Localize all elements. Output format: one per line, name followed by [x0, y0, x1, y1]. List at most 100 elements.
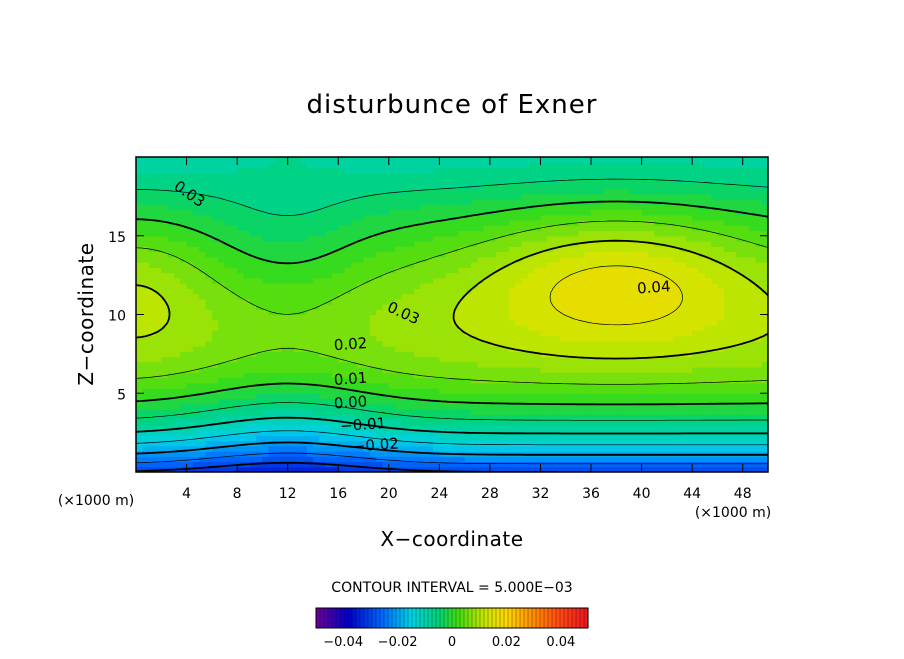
field-cell: [635, 403, 643, 410]
field-cell: [616, 440, 624, 447]
field-cell: [496, 235, 504, 242]
field-cell: [167, 382, 175, 389]
field-cell: [363, 188, 371, 195]
field-cell: [641, 188, 649, 195]
field-cell: [319, 220, 327, 226]
field-cell: [167, 277, 175, 284]
field-cell: [154, 199, 162, 205]
field-cell: [540, 235, 548, 242]
field-cell: [243, 304, 251, 310]
field-cell: [369, 340, 377, 347]
field-cell: [376, 241, 384, 247]
field-cell: [369, 256, 377, 263]
field-cell: [521, 419, 529, 426]
field-cell: [572, 330, 579, 337]
field-cell: [218, 204, 226, 211]
field-cell: [281, 351, 289, 358]
field-cell: [136, 162, 143, 169]
field-cell: [148, 424, 156, 431]
field-cell: [275, 382, 282, 389]
field-cell: [647, 172, 655, 179]
field-cell: [268, 167, 276, 174]
field-cell: [262, 346, 270, 352]
field-cell: [262, 157, 270, 163]
field-cell: [578, 188, 586, 195]
field-cell: [401, 288, 409, 295]
field-cell: [249, 424, 257, 431]
field-cell: [559, 335, 567, 342]
field-cell: [300, 204, 308, 211]
field-cell: [275, 367, 282, 373]
field-cell: [224, 183, 232, 190]
field-cell: [388, 204, 396, 211]
field-cell: [142, 193, 150, 200]
field-cell: [445, 367, 453, 373]
field-cell: [565, 356, 573, 363]
field-cell: [477, 288, 485, 295]
field-cell: [414, 325, 421, 331]
field-cell: [521, 251, 529, 258]
field-cell: [565, 346, 573, 352]
field-cell: [445, 361, 453, 368]
field-cell: [136, 445, 143, 452]
field-cell: [350, 382, 358, 389]
field-cell: [199, 319, 207, 326]
field-cell: [464, 304, 472, 310]
field-cell: [281, 199, 289, 205]
field-cell: [306, 293, 314, 300]
field-cell: [249, 272, 257, 279]
field-cell: [414, 293, 421, 300]
field-cell: [534, 319, 542, 326]
field-cell: [477, 330, 485, 337]
field-cell: [211, 403, 219, 410]
field-cell: [420, 288, 428, 295]
field-cell: [508, 309, 516, 316]
field-cell: [192, 304, 200, 310]
field-cell: [262, 330, 270, 337]
field-cell: [515, 367, 523, 373]
field-cell: [540, 241, 548, 247]
field-cell: [433, 461, 440, 468]
field-cell: [249, 325, 257, 331]
field-cell: [452, 167, 459, 174]
field-cell: [142, 262, 150, 268]
field-cell: [553, 388, 561, 394]
field-cell: [508, 351, 516, 358]
field-cell: [508, 367, 516, 373]
field-cell: [306, 277, 314, 284]
field-cell: [445, 319, 453, 326]
field-cell: [553, 256, 561, 263]
field-cell: [559, 283, 567, 289]
field-cell: [622, 456, 630, 463]
field-cell: [161, 319, 169, 326]
field-cell: [230, 319, 238, 326]
field-cell: [199, 183, 207, 190]
field-cell: [445, 419, 453, 426]
field-cell: [578, 330, 586, 337]
field-cell: [502, 409, 510, 415]
field-cell: [154, 293, 162, 300]
field-cell: [319, 288, 327, 295]
field-cell: [496, 204, 504, 211]
field-cell: [237, 451, 245, 457]
field-cell: [616, 361, 624, 368]
field-cell: [186, 382, 194, 389]
field-cell: [262, 388, 270, 394]
field-cell: [477, 283, 485, 289]
field-cell: [230, 225, 238, 232]
field-cell: [306, 456, 314, 463]
field-cell: [622, 309, 630, 316]
field-cell: [382, 199, 390, 205]
field-cell: [508, 393, 516, 400]
field-cell: [464, 262, 472, 268]
field-cell: [167, 372, 175, 379]
field-cell: [527, 382, 535, 389]
field-cell: [344, 466, 352, 472]
field-cell: [287, 351, 295, 358]
field-cell: [445, 172, 453, 179]
field-cell: [319, 183, 327, 190]
field-cell: [546, 419, 554, 426]
field-cell: [186, 461, 194, 468]
field-cell: [452, 262, 459, 268]
field-cell: [578, 162, 586, 169]
